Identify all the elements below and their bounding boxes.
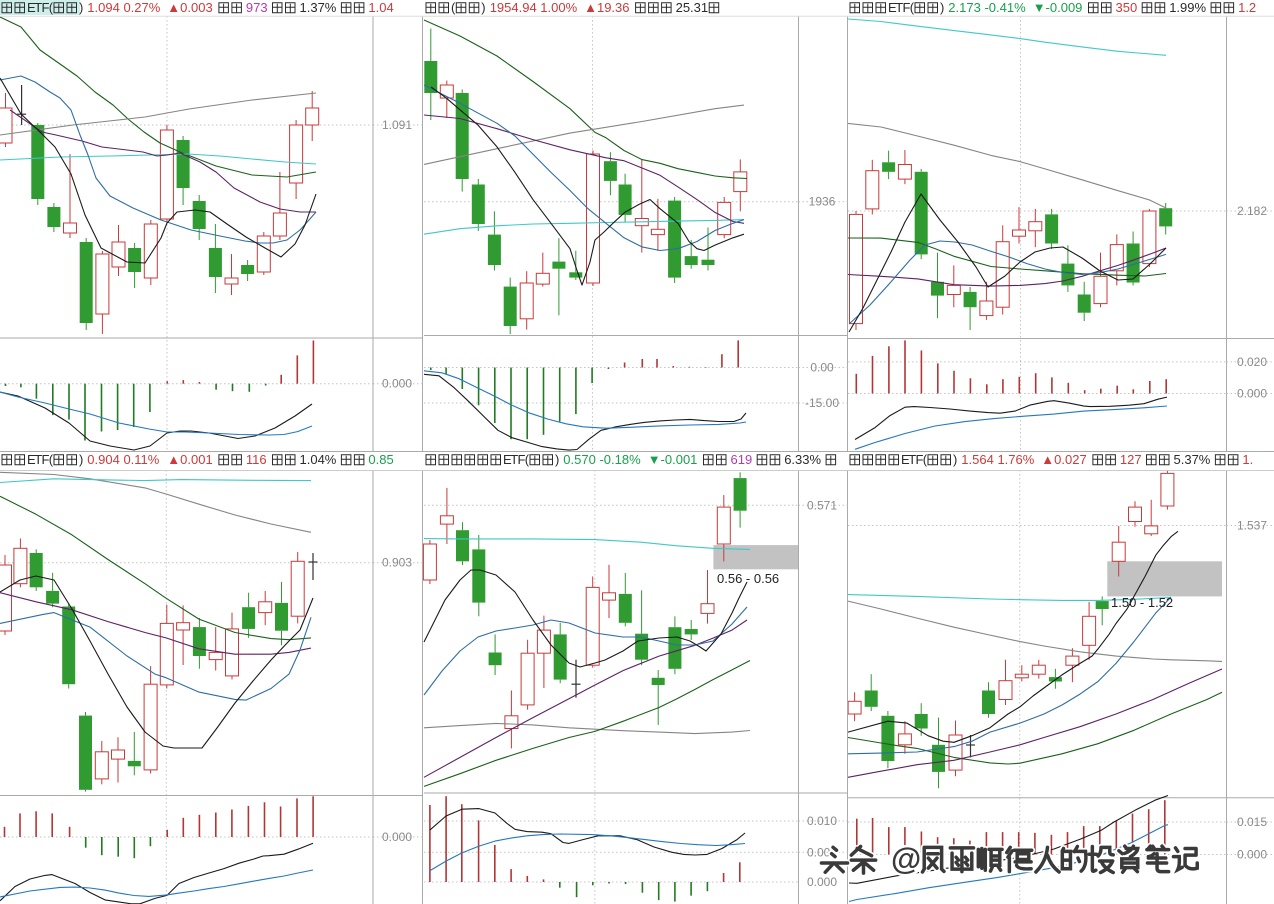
svg-text:350: 350 [1116,0,1138,15]
svg-text:▼-0.009: ▼-0.009 [1033,0,1083,15]
svg-text:T: T [895,0,903,15]
svg-text:1.99%: 1.99% [1169,0,1206,15]
svg-text:0.000: 0.000 [382,377,412,391]
svg-text:): ) [79,0,83,15]
svg-text:0.000: 0.000 [1237,848,1267,862]
svg-text:25.31: 25.31 [676,0,709,15]
svg-text:▼-0.001: ▼-0.001 [648,452,698,467]
svg-text:T: T [34,0,42,15]
svg-text:1954.94 1.00%: 1954.94 1.00% [490,0,578,15]
svg-text:(: ( [49,0,54,15]
svg-text:0.904 0.11%: 0.904 0.11% [87,452,159,467]
svg-text:): ) [481,0,485,15]
svg-text:2.173 -0.41%: 2.173 -0.41% [948,0,1026,15]
svg-text:(: ( [910,0,915,15]
svg-text:▲0.001: ▲0.001 [167,452,212,467]
svg-text:0.000: 0.000 [382,830,412,844]
svg-text:▲0.027: ▲0.027 [1041,452,1086,467]
svg-text:F: F [518,452,526,467]
svg-text:@: @ [891,841,921,876]
svg-text:▲0.003: ▲0.003 [167,0,212,15]
svg-text:1.50 - 1.52: 1.50 - 1.52 [1111,595,1173,610]
svg-text:0.571: 0.571 [807,498,837,512]
svg-text:(: ( [525,452,530,467]
svg-text:116: 116 [246,452,267,467]
svg-text:1.37%: 1.37% [300,0,337,15]
svg-text:1.564 1.76%: 1.564 1.76% [961,452,1034,467]
svg-text:@: @ [891,841,921,876]
svg-text:): ) [953,452,957,467]
svg-text:1.091: 1.091 [382,118,412,132]
svg-text:E: E [503,452,512,467]
svg-text:0.00: 0.00 [810,361,834,375]
svg-text:1.04: 1.04 [368,0,393,15]
svg-text:T: T [908,452,916,467]
svg-text:2.182: 2.182 [1237,204,1267,218]
svg-text:973: 973 [246,0,268,15]
svg-text:E: E [888,0,897,15]
svg-text:): ) [79,452,83,467]
svg-text:0.56 - 0.56: 0.56 - 0.56 [717,571,779,586]
svg-text:0.015: 0.015 [1237,815,1267,829]
svg-text:6.33%: 6.33% [784,452,821,467]
svg-text:F: F [42,452,50,467]
svg-text:F: F [903,0,911,15]
svg-text:1.: 1. [1242,452,1253,467]
svg-text:▲19.36: ▲19.36 [584,0,629,15]
svg-text:0.000: 0.000 [1237,387,1267,401]
svg-text:1.537: 1.537 [1237,519,1267,533]
svg-text:1936: 1936 [809,195,836,209]
svg-text:0.000: 0.000 [807,875,837,889]
svg-text:F: F [42,0,50,15]
svg-text:-15.00: -15.00 [805,396,839,410]
svg-text:E: E [27,0,36,15]
svg-text:(: ( [451,0,456,15]
svg-text:(: ( [923,452,928,467]
svg-text:T: T [510,452,518,467]
svg-text:0.903: 0.903 [382,556,412,570]
svg-text:T: T [34,452,42,467]
svg-text:F: F [916,452,924,467]
svg-text:1.2: 1.2 [1238,0,1256,15]
svg-text:(: ( [49,452,54,467]
svg-text:619: 619 [731,452,753,467]
svg-text:127: 127 [1120,452,1142,467]
svg-text:): ) [555,452,559,467]
svg-text:): ) [940,0,944,15]
svg-text:E: E [27,452,36,467]
svg-text:0.020: 0.020 [1237,355,1267,369]
svg-text:0.85: 0.85 [368,452,393,467]
svg-text:1.094 0.27%: 1.094 0.27% [87,0,160,15]
svg-text:5.37%: 5.37% [1174,452,1211,467]
svg-text:E: E [901,452,910,467]
svg-text:0.570 -0.18%: 0.570 -0.18% [563,452,641,467]
svg-text:1.04%: 1.04% [300,452,337,467]
svg-text:0.010: 0.010 [807,814,837,828]
